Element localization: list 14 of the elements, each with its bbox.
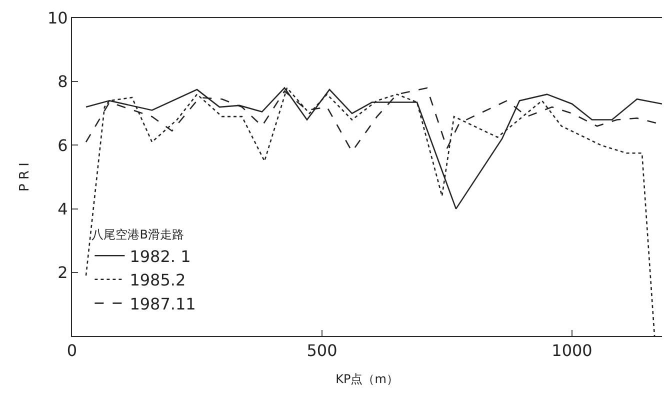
y-tick-label: 10 — [47, 8, 68, 28]
y-tick-label: 4 — [58, 199, 68, 218]
x-tick-label: 500 — [306, 341, 338, 360]
y-tick-label: 6 — [58, 136, 68, 155]
legend-label: 1982. 1 — [130, 246, 191, 266]
x-axis-title: KP点（m） — [336, 372, 398, 386]
y-tick-label: 8 — [58, 72, 68, 92]
x-tick-label: 1000 — [552, 341, 592, 360]
x-tick-label: 0 — [66, 341, 78, 360]
legend-label: 1985.2 — [130, 270, 186, 290]
legend-title: 八尾空港B滑走路 — [92, 228, 184, 242]
y-axis-title: P R I — [17, 162, 32, 192]
y-tick-label: 2 — [58, 263, 68, 282]
legend-label: 1987.11 — [130, 294, 196, 314]
